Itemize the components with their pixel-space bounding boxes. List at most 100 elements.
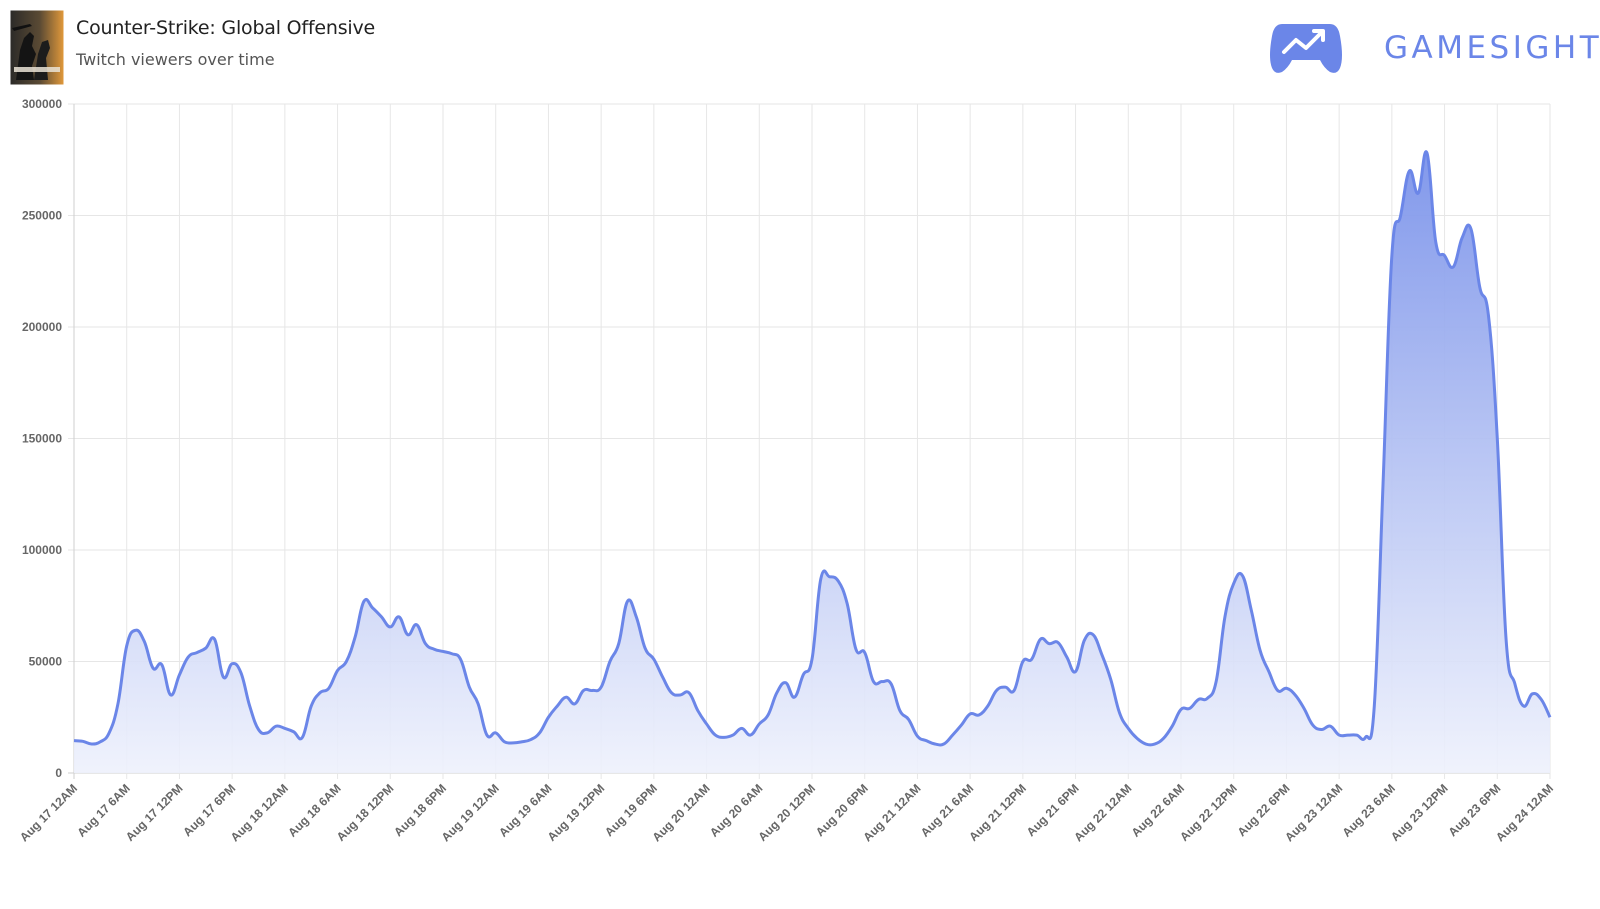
data-point: Aug 20 12AM: 22000 xyxy=(705,722,709,726)
csgo-box-art-icon xyxy=(10,10,64,85)
data-point: Aug 18 1AM: 18500 xyxy=(292,730,296,734)
data-point: Aug 19 7AM: 30000 xyxy=(555,704,559,708)
data-point: Aug 19 5AM: 18000 xyxy=(538,731,542,735)
data-point: Aug 23 2PM: 240000 xyxy=(1460,236,1464,240)
data-point: Aug 22 8AM: 33000 xyxy=(1197,697,1201,701)
chart-title: Counter-Strike: Global Offensive xyxy=(76,17,376,39)
data-point: Aug 22 5AM: 21000 xyxy=(1170,724,1174,728)
data-point: Aug 17 2PM: 54000 xyxy=(195,651,199,655)
data-point: Aug 21 5PM: 52000 xyxy=(1065,655,1069,659)
data-point: Aug 22 10AM: 41000 xyxy=(1214,680,1218,684)
data-point: Aug 18 8PM: 51000 xyxy=(459,657,463,661)
data-point: Aug 21 2AM: 13000 xyxy=(933,742,937,746)
data-point: Aug 22 12PM: 85000 xyxy=(1232,581,1236,585)
data-point: Aug 21 2PM: 60000 xyxy=(1038,637,1042,641)
data-point: Aug 23 6PM: 150000 xyxy=(1495,437,1499,441)
brand-name: GAMESIGHT xyxy=(1384,30,1600,66)
data-point: Aug 17 1AM: 14200 xyxy=(81,739,85,743)
data-point: Aug 19 8AM: 34000 xyxy=(564,695,568,699)
data-point: Aug 23 10PM: 35500 xyxy=(1530,692,1534,696)
data-point: Aug 17 8PM: 30000 xyxy=(248,704,252,708)
data-point: Aug 19 11PM: 28000 xyxy=(696,709,700,713)
data-point: Aug 20 4PM: 76000 xyxy=(845,602,849,606)
data-point: Aug 17 9PM: 19500 xyxy=(257,728,261,732)
data-point: Aug 19 9PM: 35000 xyxy=(678,693,682,697)
data-point: Aug 18 4AM: 36000 xyxy=(318,691,322,695)
data-point: Aug 21 3PM: 58000 xyxy=(1047,642,1051,646)
x-tick-label: Aug 19 6AM xyxy=(496,781,554,839)
data-point: Aug 22 7PM: 35000 xyxy=(1293,693,1297,697)
data-point: Aug 21 7PM: 59500 xyxy=(1082,638,1086,642)
data-point: Aug 19 6PM: 51000 xyxy=(652,657,656,661)
data-point: Aug 18 9AM: 77000 xyxy=(362,599,366,603)
data-point: Aug 23 1AM: 17000 xyxy=(1346,733,1350,737)
data-point: Aug 20 1PM: 87000 xyxy=(819,577,823,581)
x-tick-label: Aug 18 6PM xyxy=(391,781,449,839)
viewers-line xyxy=(73,150,1552,747)
data-point: Aug 21 1AM: 14500 xyxy=(924,739,928,743)
data-point: Aug 23 8PM: 40000 xyxy=(1513,682,1517,686)
data-point: Aug 21 12AM: 16500 xyxy=(915,734,919,738)
data-point: Aug 17 7PM: 45000 xyxy=(239,671,243,675)
x-tick-label: Aug 20 6PM xyxy=(813,781,871,839)
chart-header: Counter-Strike: Global Offensive Twitch … xyxy=(0,0,1600,92)
data-point: Aug 22 3AM: 13000 xyxy=(1153,742,1157,746)
x-tick-label: Aug 17 6PM xyxy=(180,781,238,839)
data-point: Aug 19 12AM: 18000 xyxy=(494,731,498,735)
data-point: Aug 19 2PM: 58000 xyxy=(617,642,621,646)
data-point: Aug 21 8AM: 30000 xyxy=(986,704,990,708)
data-point: Aug 20 11AM: 44000 xyxy=(801,673,805,677)
data-point: Aug 23 12PM: 232000 xyxy=(1443,254,1447,258)
data-point: Aug 23 9AM: 260000 xyxy=(1416,191,1420,195)
data-point: Aug 22 5PM: 37000 xyxy=(1276,688,1280,692)
data-point: Aug 19 10PM: 36000 xyxy=(687,691,691,695)
data-point: Aug 17 6PM: 49000 xyxy=(230,662,234,666)
data-point: Aug 21 12PM: 50000 xyxy=(1021,660,1025,664)
data-point: Aug 18 6PM: 54500 xyxy=(441,649,445,653)
data-point: Aug 17 3AM: 14000 xyxy=(98,740,102,744)
data-point: Aug 17 4AM: 18000 xyxy=(107,731,111,735)
data-point: Aug 19 3AM: 14000 xyxy=(520,740,524,744)
data-point: Aug 17 4PM: 60000 xyxy=(213,637,217,641)
data-point: Aug 22 3PM: 55000 xyxy=(1258,648,1262,652)
data-point: Aug 17 12PM: 44000 xyxy=(177,673,181,677)
data-point: Aug 23 4AM: 30000 xyxy=(1372,704,1376,708)
x-tick-label: Aug 17 6AM xyxy=(74,781,132,839)
data-point: Aug 23 10AM: 278000 xyxy=(1425,151,1429,155)
data-point: Aug 18 7AM: 50000 xyxy=(344,660,348,664)
data-point: Aug 20 12PM: 51000 xyxy=(810,657,814,661)
data-point: Aug 17 8AM: 59000 xyxy=(142,639,146,643)
data-point: Aug 19 3PM: 77000 xyxy=(626,599,630,603)
data-point: Aug 17 3PM: 56000 xyxy=(204,646,208,650)
data-point: Aug 22 2AM: 13000 xyxy=(1144,742,1148,746)
data-point: Aug 21 11PM: 27000 xyxy=(1118,711,1122,715)
x-tick-label: Aug 21 6AM xyxy=(918,781,976,839)
data-point: Aug 23 12AM: 17000 xyxy=(1337,733,1341,737)
data-point: Aug 23 3AM: 16000 xyxy=(1364,735,1368,739)
data-point: Aug 19 4PM: 70000 xyxy=(634,615,638,619)
data-point: Aug 21 7AM: 26000 xyxy=(977,713,981,717)
data-point: Aug 18 8AM: 61000 xyxy=(353,635,357,639)
data-point: Aug 19 8PM: 36000 xyxy=(669,691,673,695)
data-point: Aug 17 9AM: 47000 xyxy=(151,666,155,670)
data-point: Aug 20 4AM: 20000 xyxy=(740,726,744,730)
data-point: Aug 22 11AM: 70000 xyxy=(1223,615,1227,619)
data-point: Aug 21 11AM: 37000 xyxy=(1012,688,1016,692)
y-tick-label: 150000 xyxy=(22,432,62,446)
data-point: Aug 23 1PM: 227000 xyxy=(1451,265,1455,269)
data-point: Aug 23 11AM: 238000 xyxy=(1434,240,1438,244)
viewers-area-chart: 0 50000 100000 150000 200000 250000 300000 Aug… xyxy=(17,97,1556,844)
y-tick-label: 100000 xyxy=(22,543,62,557)
data-point: Aug 19 1PM: 50000 xyxy=(608,660,612,664)
data-point: Aug 19 2AM: 13500 xyxy=(511,741,515,745)
data-point: Aug 19 12PM: 38500 xyxy=(599,685,603,689)
data-point: Aug 19 9AM: 31000 xyxy=(573,702,577,706)
data-point: Aug 21 4PM: 58500 xyxy=(1056,641,1060,645)
data-point: Aug 17 11AM: 35000 xyxy=(169,693,173,697)
data-point: Aug 20 7PM: 41000 xyxy=(872,680,876,684)
gamepad-chart-icon xyxy=(1268,22,1344,76)
data-point: Aug 17 11PM: 21000 xyxy=(274,724,278,728)
x-tick-label: Aug 23 6PM xyxy=(1445,781,1503,839)
data-point: Aug 18 12PM: 65500 xyxy=(388,625,392,629)
data-point: Aug 18 12AM: 20000 xyxy=(283,726,287,730)
